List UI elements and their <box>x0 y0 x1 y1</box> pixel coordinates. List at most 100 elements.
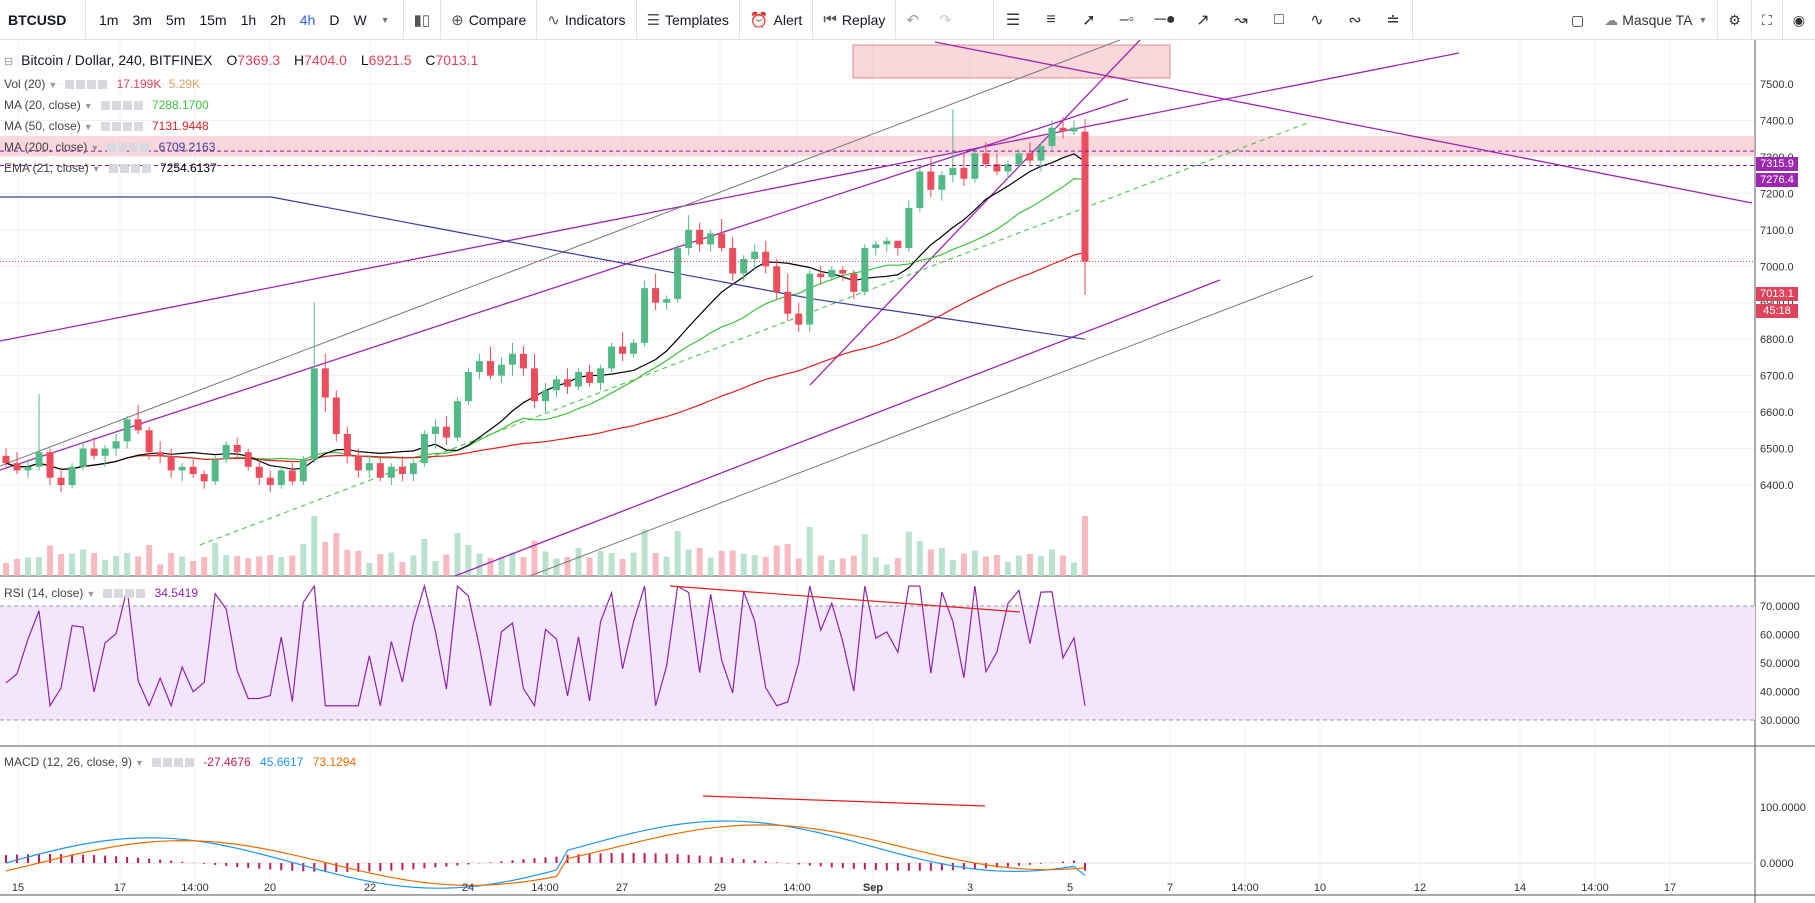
legend-ma50-name: MA (50, close) <box>4 119 81 133</box>
undo-button[interactable]: ↶ <box>896 0 929 40</box>
time-tick-label: 3 <box>967 882 973 894</box>
time-tick-label: 7 <box>1167 882 1173 894</box>
rsi-tick-label: 50.0000 <box>1760 658 1800 670</box>
legend-vol-name: Vol (20) <box>4 77 46 91</box>
timeframe-5m[interactable]: 5m <box>165 11 186 28</box>
time-tick-label: 17 <box>114 882 126 894</box>
volume-bar <box>1004 562 1011 576</box>
alert-label: Alert <box>773 11 803 28</box>
horizontal-ray-icon[interactable]: –◦ <box>1119 10 1135 28</box>
legend-macd[interactable]: MACD (12, 26, close, 9) ▼ -27.4676 45.661… <box>4 755 357 769</box>
timeframe-15m[interactable]: 15m <box>199 11 227 28</box>
timeframe-4h[interactable]: 4h <box>299 11 316 28</box>
volume-bar <box>751 555 758 576</box>
lines-stack-icon[interactable]: ≡ <box>1046 10 1056 28</box>
timeframe-1h[interactable]: 1h <box>240 11 257 28</box>
candle-body <box>663 299 671 303</box>
candle-body <box>1004 164 1012 172</box>
collapse-icon[interactable]: ⊟ <box>4 56 14 68</box>
pattern-15-icon[interactable]: ∿ <box>1310 11 1324 29</box>
arrow-icon[interactable]: ↗ <box>1196 11 1210 29</box>
templates-button[interactable]: ☰ Templates <box>637 0 740 40</box>
timeframe-dropdown-icon[interactable]: ▼ <box>380 14 390 25</box>
candle-body <box>134 419 142 431</box>
fullscreen-icon[interactable]: ⛶ <box>1750 0 1782 40</box>
legend-rsi[interactable]: RSI (14, close) ▼ 34.5419 <box>4 586 199 600</box>
rectangle-icon[interactable]: □ <box>1274 10 1284 28</box>
candle-body <box>1037 145 1045 161</box>
time-tick-label: 20 <box>264 882 276 894</box>
trend-line-icon[interactable]: ➚ <box>1082 11 1096 29</box>
volume-bar <box>1070 562 1077 576</box>
fullscreen-box-icon[interactable]: ▢ <box>1570 11 1585 28</box>
legend-vol[interactable]: Vol (20) ▼ 17.199K 5.29K <box>4 77 201 91</box>
price-box-last: 7013.1 <box>1756 287 1798 301</box>
candle-body <box>927 171 935 190</box>
legend-ma20[interactable]: MA (20, close) ▼ 7288.1700 <box>4 98 209 112</box>
gear-icon[interactable]: ⚙ <box>1717 0 1751 40</box>
volume-bar <box>663 556 670 576</box>
volume-bar <box>410 555 417 576</box>
pattern-ac-icon[interactable]: ∾ <box>1348 11 1362 29</box>
candle-body <box>839 269 847 274</box>
volume-bar <box>333 533 340 576</box>
open-label: O <box>226 52 238 68</box>
volume-bar <box>1037 556 1044 576</box>
replay-label: Replay <box>841 11 886 28</box>
redo-button[interactable]: ↷ <box>929 0 962 40</box>
alarm-clock-icon: ⏰ <box>749 11 769 29</box>
undo-icon: ↶ <box>906 11 919 29</box>
compare-button[interactable]: ⊕ Compare <box>441 0 538 40</box>
legend-ma50[interactable]: MA (50, close) ▼ 7131.9448 <box>4 119 209 133</box>
time-tick-label: 14:00 <box>1231 882 1259 894</box>
fib-icon[interactable]: ≐ <box>1386 11 1400 29</box>
volume-bar <box>971 550 978 576</box>
candle-body <box>464 371 472 402</box>
volume-bar <box>124 553 131 576</box>
timeframe-w[interactable]: W <box>353 11 367 28</box>
legend-ma200[interactable]: MA (200, close) ▼ 6709.2163 <box>4 140 216 154</box>
timeframe-2h[interactable]: 2h <box>270 11 286 28</box>
candle-body <box>883 240 891 245</box>
volume-bar <box>949 560 956 576</box>
volume-bar <box>69 553 76 576</box>
camera-icon[interactable]: ◉ <box>1781 0 1815 40</box>
candle-body <box>718 233 726 249</box>
candle-body <box>112 441 120 449</box>
volume-bar <box>465 545 472 576</box>
trendline-green-dashed <box>199 121 1311 546</box>
volume-bar <box>201 557 208 576</box>
candle-body <box>993 164 1001 172</box>
horizontal-line-icon[interactable]: ─● <box>1154 10 1176 28</box>
alert-button[interactable]: ⏰ Alert <box>740 0 814 40</box>
replay-button[interactable]: ⏮ Replay <box>813 0 897 40</box>
time-tick-label: 14 <box>1514 882 1526 894</box>
candle-body <box>1026 153 1034 161</box>
legend-ma200-value: 6709.2163 <box>158 140 216 154</box>
candle-body <box>90 448 98 456</box>
masque-ta-dropdown[interactable]: ☁ Masque TA ▼ <box>1594 0 1717 40</box>
high-label: H <box>294 52 305 68</box>
volume-bar <box>850 555 857 576</box>
candle-body <box>167 455 175 471</box>
close-value: 7013.1 <box>435 52 479 68</box>
volume-bar <box>190 561 197 576</box>
horizontal-lines-icon[interactable]: ☰ <box>1005 11 1021 29</box>
symbol-search[interactable]: BTCUSD <box>0 0 86 40</box>
legend-ema21[interactable]: EMA (21, close) ▼ 7254.6137 <box>4 161 217 175</box>
legend-macd-line: 45.6617 <box>260 755 304 769</box>
top-toolbar: BTCUSD 1m 3m 5m 15m 1h 2h 4h D W ▼ ▮▯ ⊕ C… <box>0 0 1815 40</box>
chart-type-button[interactable]: ▮▯ <box>404 0 442 40</box>
timeframe-d[interactable]: D <box>329 11 340 28</box>
timeframe-3m[interactable]: 3m <box>132 11 152 28</box>
candle-body <box>497 364 505 376</box>
timeframe-1m[interactable]: 1m <box>99 11 119 28</box>
volume-bar <box>839 558 846 576</box>
volume-bar <box>718 551 725 576</box>
volume-bar <box>586 557 593 576</box>
candle-body <box>266 477 274 485</box>
candle-body <box>486 361 494 376</box>
path-icon[interactable]: ↝ <box>1234 11 1248 29</box>
indicators-button[interactable]: ∿ Indicators <box>537 0 637 40</box>
